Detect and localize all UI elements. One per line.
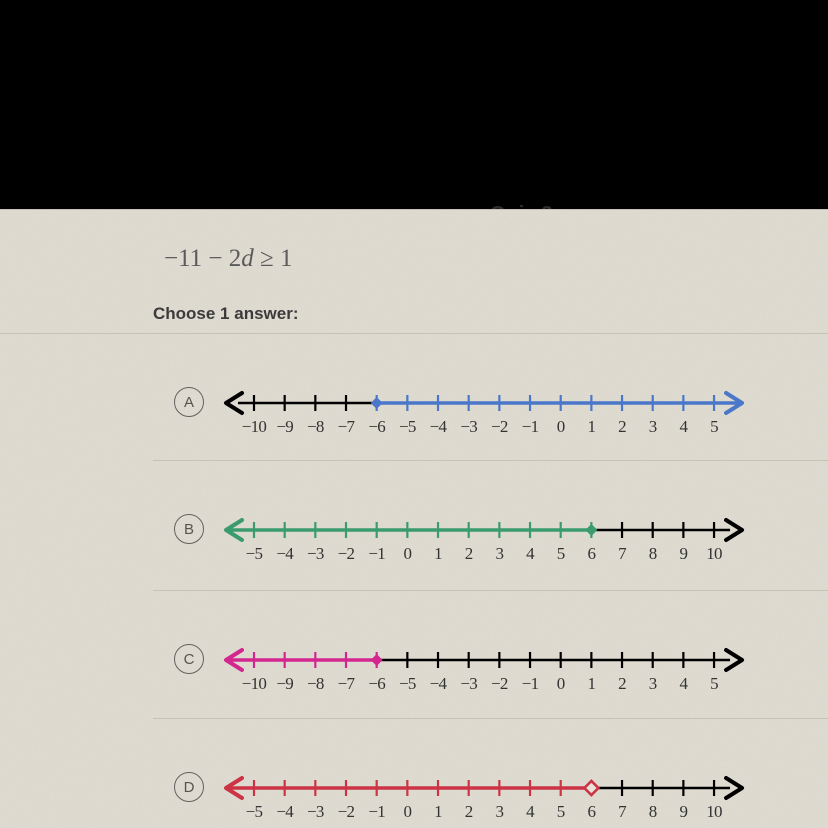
svg-text:−2: −2 bbox=[338, 544, 355, 563]
svg-text:5: 5 bbox=[710, 417, 718, 436]
svg-text:0: 0 bbox=[403, 802, 411, 821]
svg-text:−2: −2 bbox=[338, 802, 355, 821]
svg-text:4: 4 bbox=[679, 417, 688, 436]
svg-text:4: 4 bbox=[526, 802, 535, 821]
svg-text:10: 10 bbox=[706, 802, 722, 821]
svg-text:6: 6 bbox=[587, 802, 595, 821]
svg-text:1: 1 bbox=[434, 544, 442, 563]
svg-text:8: 8 bbox=[649, 802, 657, 821]
svg-text:−1: −1 bbox=[522, 417, 539, 436]
svg-text:2: 2 bbox=[465, 544, 473, 563]
svg-text:−2: −2 bbox=[491, 674, 508, 693]
svg-text:−7: −7 bbox=[338, 674, 355, 693]
svg-text:−8: −8 bbox=[307, 417, 324, 436]
svg-text:−1: −1 bbox=[368, 544, 385, 563]
svg-text:0: 0 bbox=[403, 544, 411, 563]
svg-text:9: 9 bbox=[679, 802, 687, 821]
svg-text:−4: −4 bbox=[276, 544, 294, 563]
svg-text:8: 8 bbox=[649, 544, 657, 563]
svg-text:0: 0 bbox=[557, 417, 565, 436]
svg-text:3: 3 bbox=[649, 674, 657, 693]
svg-text:−3: −3 bbox=[460, 674, 477, 693]
svg-text:3: 3 bbox=[649, 417, 657, 436]
svg-text:−6: −6 bbox=[368, 674, 385, 693]
svg-text:−3: −3 bbox=[307, 802, 324, 821]
svg-text:0: 0 bbox=[557, 674, 565, 693]
svg-text:2: 2 bbox=[618, 674, 626, 693]
svg-text:4: 4 bbox=[526, 544, 535, 563]
svg-text:−8: −8 bbox=[307, 674, 324, 693]
svg-text:−3: −3 bbox=[307, 544, 324, 563]
svg-text:3: 3 bbox=[495, 802, 503, 821]
svg-text:2: 2 bbox=[465, 802, 473, 821]
svg-text:−9: −9 bbox=[276, 417, 293, 436]
svg-text:−9: −9 bbox=[276, 674, 293, 693]
svg-text:5: 5 bbox=[710, 674, 718, 693]
svg-text:−4: −4 bbox=[430, 417, 448, 436]
svg-text:−3: −3 bbox=[460, 417, 477, 436]
svg-text:10: 10 bbox=[706, 544, 722, 563]
svg-text:1: 1 bbox=[587, 674, 595, 693]
svg-text:1: 1 bbox=[434, 802, 442, 821]
svg-text:−10: −10 bbox=[242, 417, 267, 436]
svg-text:7: 7 bbox=[618, 802, 626, 821]
svg-text:5: 5 bbox=[557, 802, 565, 821]
svg-text:3: 3 bbox=[495, 544, 503, 563]
svg-text:7: 7 bbox=[618, 544, 626, 563]
svg-text:4: 4 bbox=[679, 674, 688, 693]
svg-text:−5: −5 bbox=[399, 674, 416, 693]
svg-text:1: 1 bbox=[587, 417, 595, 436]
svg-text:−6: −6 bbox=[368, 417, 385, 436]
svg-text:−4: −4 bbox=[430, 674, 448, 693]
svg-text:6: 6 bbox=[587, 544, 595, 563]
svg-text:9: 9 bbox=[679, 544, 687, 563]
svg-text:−2: −2 bbox=[491, 417, 508, 436]
svg-text:−5: −5 bbox=[246, 544, 263, 563]
svg-text:2: 2 bbox=[618, 417, 626, 436]
svg-text:−7: −7 bbox=[338, 417, 355, 436]
svg-text:−1: −1 bbox=[368, 802, 385, 821]
svg-text:−1: −1 bbox=[522, 674, 539, 693]
svg-text:5: 5 bbox=[557, 544, 565, 563]
svg-text:−5: −5 bbox=[246, 802, 263, 821]
svg-text:−4: −4 bbox=[276, 802, 294, 821]
svg-text:−5: −5 bbox=[399, 417, 416, 436]
svg-text:−10: −10 bbox=[242, 674, 267, 693]
